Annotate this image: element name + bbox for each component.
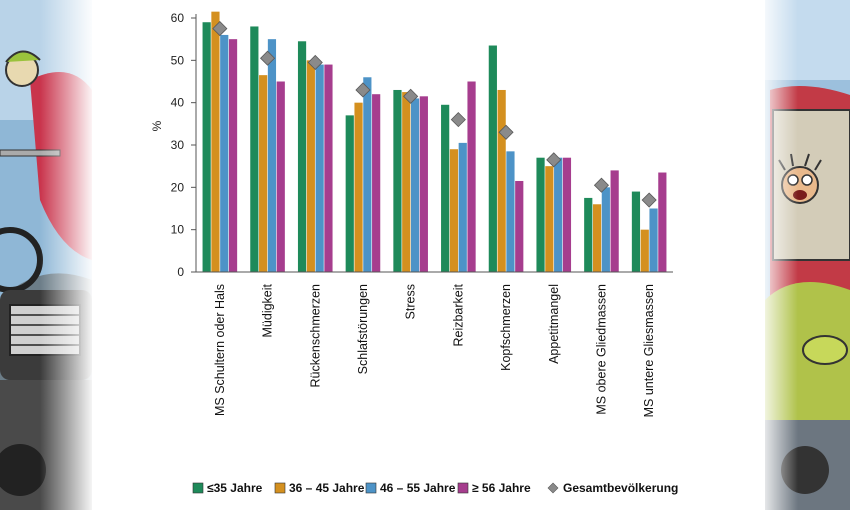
bar [372, 94, 381, 272]
markers-group [212, 21, 657, 208]
y-tick-label: 50 [171, 53, 185, 67]
y-tick-label: 30 [171, 138, 185, 152]
legend-marker [547, 482, 559, 494]
y-tick-label: 0 [177, 265, 184, 279]
category-label: Stress [404, 284, 418, 319]
bar [363, 77, 372, 273]
legend-swatch [365, 482, 377, 494]
bar [211, 11, 220, 273]
bar [393, 89, 402, 272]
total-marker [259, 50, 276, 66]
bar [228, 39, 238, 272]
category-label: Appetitmangel [547, 284, 561, 364]
right-fade [758, 0, 798, 510]
bar [276, 81, 285, 272]
bar [488, 45, 497, 273]
total-marker [212, 21, 228, 37]
legend-label: Gesamtbevölkerung [563, 481, 678, 495]
total-marker [546, 152, 562, 168]
bar [631, 191, 641, 272]
bar [610, 170, 619, 272]
bar [592, 204, 602, 272]
y-tick-label: 20 [171, 180, 185, 194]
bars-group [202, 11, 667, 273]
bar [467, 81, 476, 272]
bar [649, 208, 658, 272]
bar [449, 149, 459, 272]
bar [506, 151, 515, 272]
legend-swatch [192, 482, 204, 494]
total-marker [641, 192, 657, 208]
bar [410, 98, 420, 272]
bar [640, 229, 649, 272]
bar [315, 64, 324, 272]
bar [554, 157, 563, 272]
bar [345, 115, 354, 272]
bar [601, 187, 610, 272]
bar [458, 142, 467, 272]
legend: ≤35 Jahre 36 – 45 Jahre 46 – 55 Jahre ≥ 56 … [192, 481, 678, 495]
bar [324, 64, 333, 272]
legend-swatch [274, 482, 286, 494]
bar [297, 41, 307, 273]
category-label: MS Schultern oder Hals [213, 284, 227, 416]
legend-label: 46 – 55 Jahre [380, 481, 456, 495]
category-label: MS obere Gliedmassen [594, 284, 608, 415]
total-marker [307, 54, 323, 71]
legend-label: ≥ 56 Jahre [472, 481, 531, 495]
bar [220, 34, 229, 272]
y-tick-label: 60 [171, 11, 185, 25]
y-axis-label: % [150, 120, 164, 131]
total-marker [403, 88, 419, 104]
y-tick-label: 10 [171, 223, 185, 237]
bar [536, 157, 545, 272]
bar [658, 172, 667, 272]
y-axis: 0 10 20 30 40 50 60 [171, 11, 197, 279]
category-label: Schlafstörungen [356, 284, 370, 374]
total-marker [355, 82, 371, 98]
total-marker [498, 124, 514, 140]
bar [250, 26, 259, 272]
left-fade [40, 0, 95, 510]
total-marker [593, 177, 610, 193]
category-label: MS untere Gliesmassen [642, 284, 656, 417]
bar [497, 89, 506, 272]
bar [202, 22, 211, 272]
bar [267, 39, 277, 272]
category-labels: MS Schultern oder Hals Müdigkeit Rückensch… [213, 283, 656, 417]
bar [562, 157, 572, 272]
legend-label: ≤35 Jahre [207, 481, 263, 495]
category-label: Reizbarkeit [451, 283, 465, 346]
total-marker [450, 112, 466, 128]
bar [402, 92, 411, 272]
bar [515, 180, 524, 272]
y-tick-label: 40 [171, 96, 185, 110]
category-label: Müdigkeit [261, 283, 275, 337]
category-label: Rückenschmerzen [308, 284, 322, 388]
bar [419, 96, 428, 272]
category-label: Kopfschmerzen [499, 284, 513, 371]
legend-label: 36 – 45 Jahre [289, 481, 365, 495]
bar [306, 60, 315, 273]
bar [441, 104, 450, 273]
bar [259, 75, 268, 273]
bar [545, 166, 554, 272]
bar [354, 102, 363, 273]
legend-swatch [457, 482, 469, 494]
bar [584, 197, 593, 272]
